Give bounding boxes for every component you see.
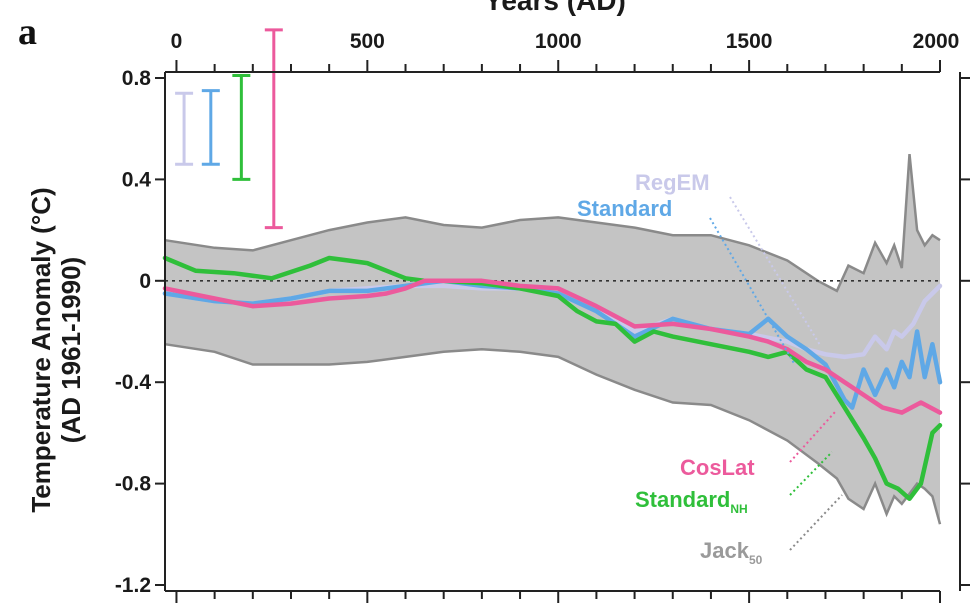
y-axis-title: Temperature Anomaly (°C) (AD 1961-1990) (26, 187, 86, 512)
standard-label: Standard (577, 196, 672, 221)
jack-band (165, 154, 940, 525)
y-tick-label: 0.4 (122, 168, 152, 191)
series-line-standard (162, 278, 943, 410)
error-bar-layer (175, 28, 283, 230)
standard-leader (709, 217, 796, 366)
x-tick-label: 1000 (535, 30, 582, 53)
regem-leader (729, 196, 821, 346)
jack-leader (789, 494, 843, 551)
jack-band-lower-edge (164, 342, 942, 525)
coslat-label: CosLat (680, 455, 755, 480)
y-tick-label: -0.8 (115, 473, 152, 496)
x-axis-title: Years (AD) (484, 0, 626, 16)
error-bar-coslat (264, 28, 283, 230)
y-tick-label: -0.4 (115, 371, 152, 394)
panel-label: a (18, 11, 37, 53)
jack-band-layer (164, 153, 942, 525)
series-line-coslat (162, 278, 943, 415)
standard-nh-label-sub: NH (730, 502, 747, 516)
x-tick-label: 0 (171, 30, 183, 53)
plot-area (162, 28, 943, 525)
y-tick-label: 0 (139, 270, 151, 293)
jack-label-sub: 50 (749, 553, 763, 567)
coslat-leader (789, 411, 836, 463)
series-annotations: RegEM Standard CosLat StandardNH Jack50 (577, 170, 843, 567)
jack-label: Jack50 (700, 538, 763, 567)
ticks: 0.8 0.4 0 -0.4 -0.8 -1.2 0 500 1000 1500 2000 (115, 30, 970, 603)
y-tick-label: -1.2 (115, 574, 151, 597)
series-line-standard-nh (162, 255, 943, 502)
jack-band-upper-edge (164, 153, 941, 293)
error-bar-standard (201, 89, 220, 166)
standard-nh-label-main: Standard (635, 487, 730, 512)
standard-nh-label: StandardNH (635, 487, 748, 516)
jack-label-main: Jack (700, 538, 750, 563)
standard-nh-leader (789, 451, 833, 496)
y-axis-title-line2: (AD 1961-1990) (56, 257, 86, 443)
error-bar-regem (175, 91, 194, 166)
axes (164, 71, 961, 592)
error-bar-standard-nh (232, 73, 251, 181)
x-tick-label: 1500 (726, 30, 773, 53)
y-tick-label: 0.8 (122, 67, 152, 90)
x-tick-label: 2000 (913, 30, 960, 53)
regem-label: RegEM (635, 170, 710, 195)
x-tick-label: 500 (350, 30, 385, 53)
y-axis-title-line1: Temperature Anomaly (°C) (26, 187, 56, 512)
series-layer (162, 255, 943, 502)
